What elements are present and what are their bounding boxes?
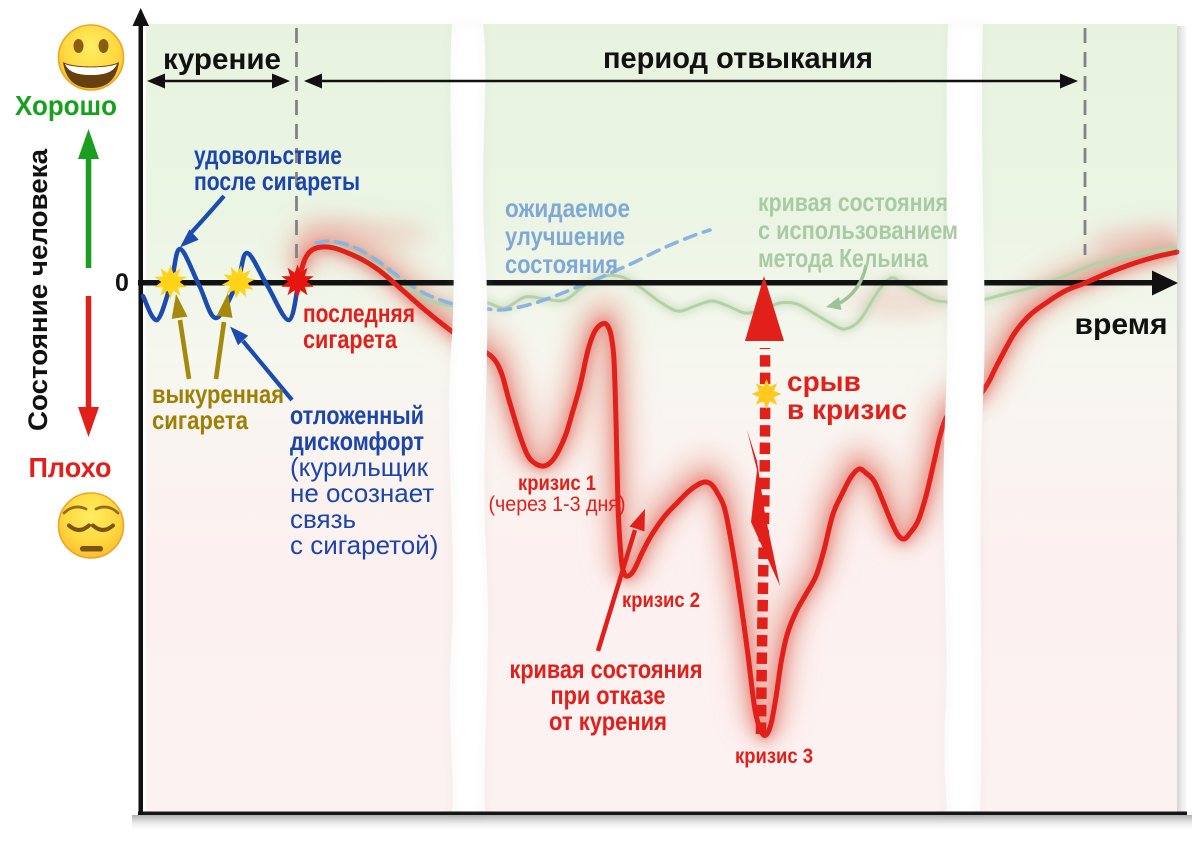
svg-text:(курильщик: (курильщик (290, 452, 429, 482)
svg-text:кривая состояния: кривая состояния (510, 654, 703, 684)
svg-text:в кризис: в кризис (787, 394, 907, 425)
svg-text:срыв: срыв (787, 366, 861, 397)
svg-text:Плохо: Плохо (29, 452, 112, 483)
svg-text:кризис 2: кризис 2 (622, 589, 700, 612)
svg-text:дискомфорт: дискомфорт (290, 426, 424, 456)
svg-text:с использованием: с использованием (758, 215, 958, 245)
svg-text:не осознает: не осознает (290, 478, 434, 508)
svg-text:при отказе: при отказе (551, 680, 666, 710)
svg-text:период отвыкания: период отвыкания (603, 42, 873, 75)
svg-text:с сигаретой): с сигаретой) (290, 530, 438, 560)
svg-text:метода Кельина: метода Кельина (758, 243, 928, 273)
svg-text:кривая состояния: кривая состояния (758, 187, 948, 217)
svg-text:последняя: последняя (303, 298, 415, 328)
svg-text:ожидаемое: ожидаемое (505, 193, 630, 223)
svg-text:кризис 3: кризис 3 (735, 745, 813, 768)
svg-text:Состояние человека: Состояние человека (23, 148, 53, 431)
svg-text:после сигареты: после сигареты (194, 166, 360, 196)
svg-text:кризис 1: кризис 1 (518, 472, 596, 495)
svg-text:0: 0 (115, 269, 129, 297)
svg-text:сигарета: сигарета (152, 405, 248, 435)
svg-text:время: время (1075, 308, 1168, 341)
svg-text:отложенный: отложенный (290, 400, 424, 430)
svg-text:сигарета: сигарета (303, 324, 397, 354)
svg-text:(через 1-3 дня): (через 1-3 дня) (489, 493, 626, 516)
svg-text:удовольствие: удовольствие (194, 140, 342, 170)
svg-text:от курения: от курения (549, 706, 667, 736)
svg-text:выкуренная: выкуренная (152, 379, 284, 409)
svg-text:связь: связь (290, 504, 356, 534)
svg-text:курение: курение (163, 43, 281, 76)
svg-text:улучшение: улучшение (505, 221, 625, 251)
svg-text:Хорошо: Хорошо (15, 90, 117, 121)
svg-text:состояния: состояния (505, 249, 618, 279)
